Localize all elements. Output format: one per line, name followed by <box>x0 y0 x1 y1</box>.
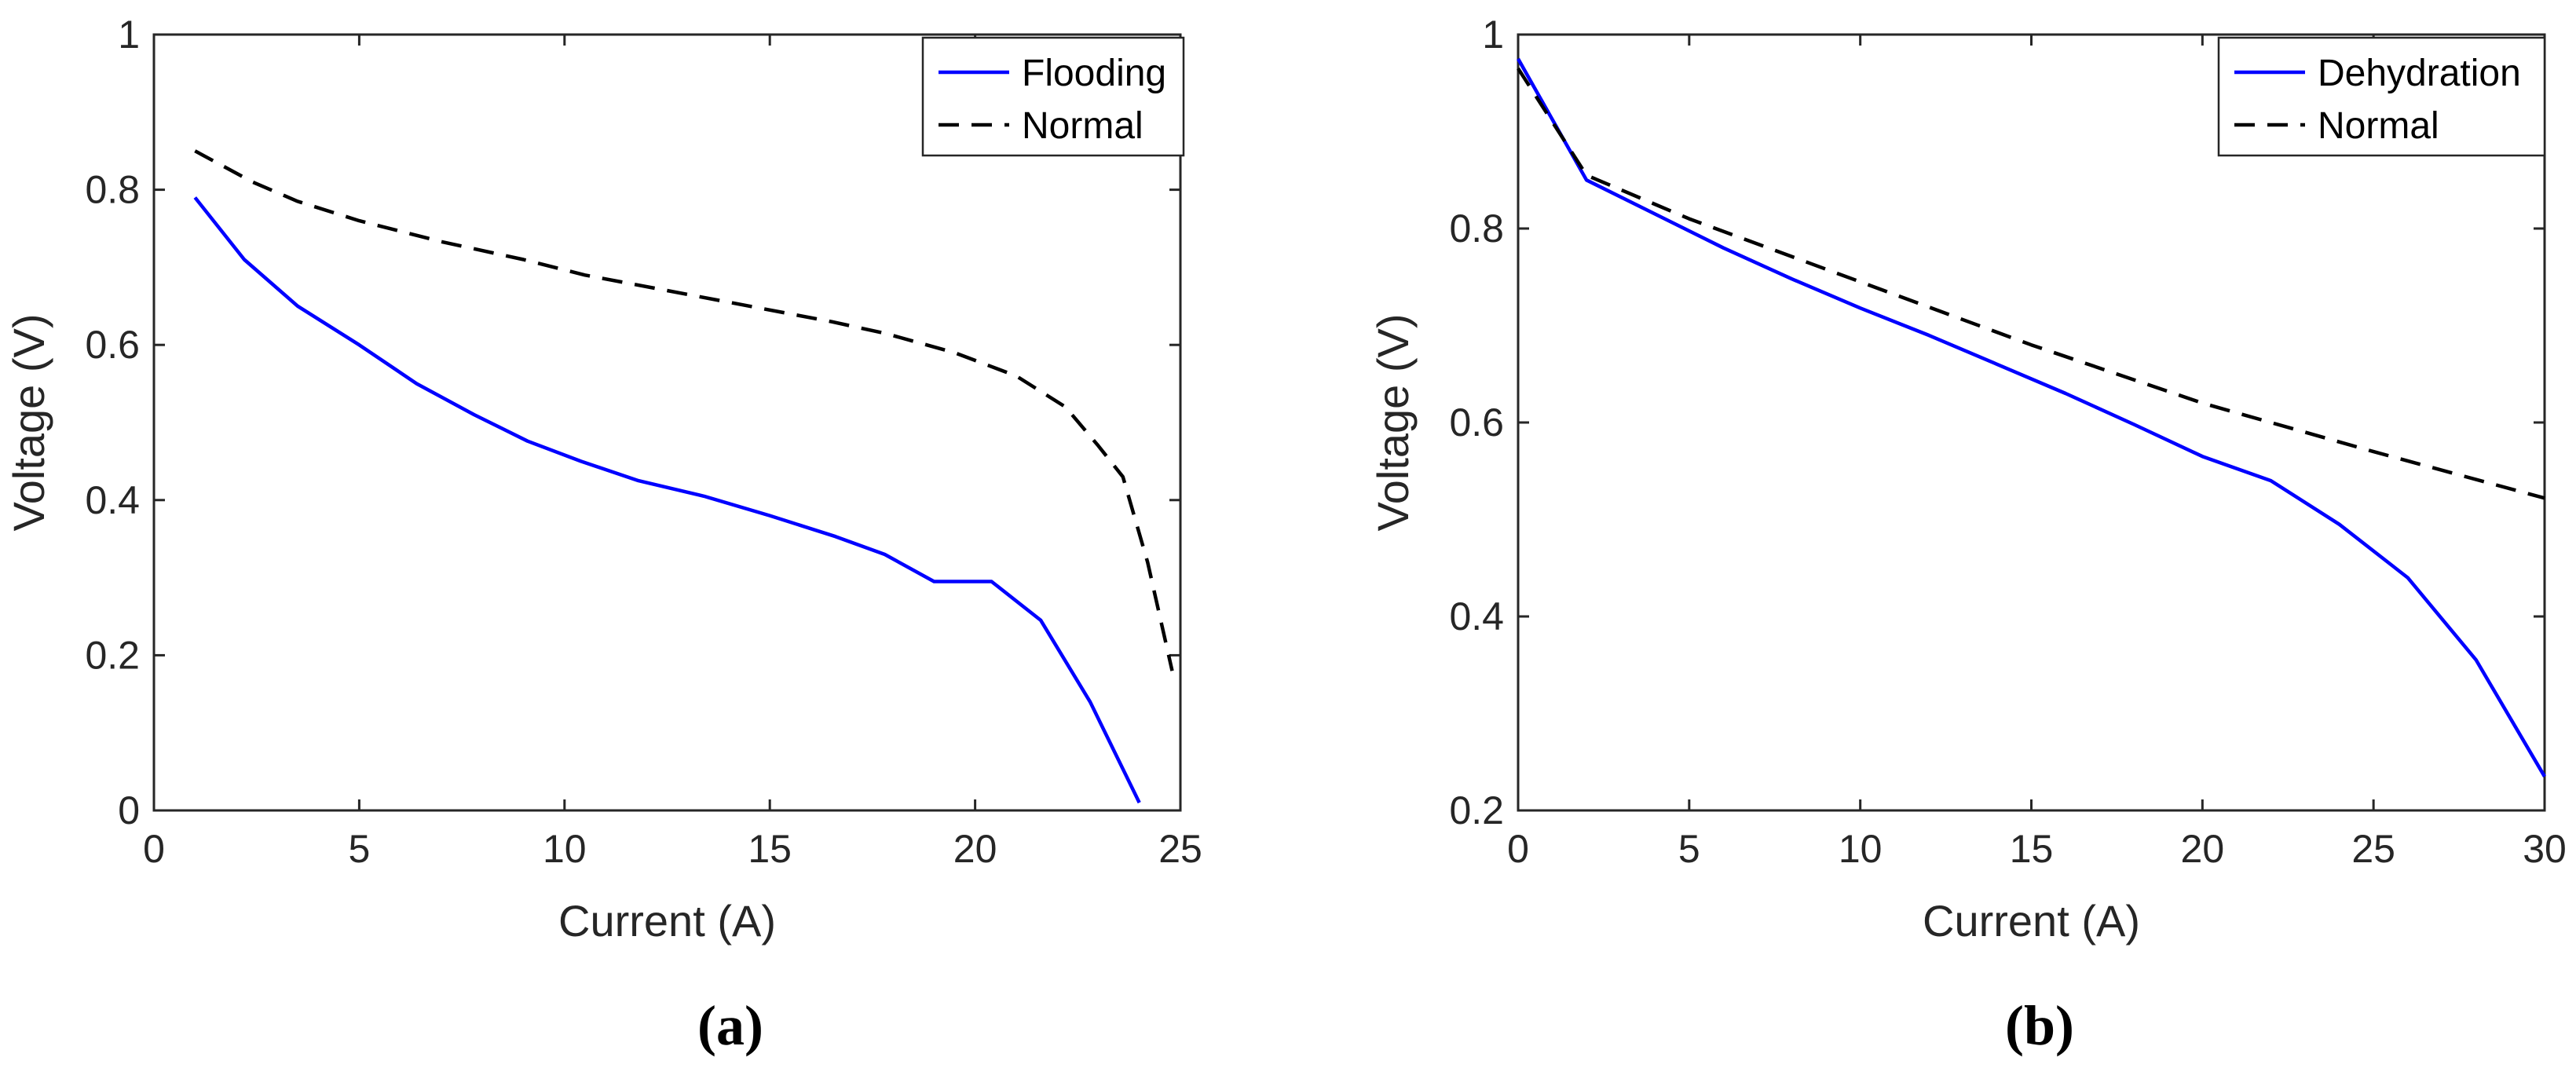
panel-label: (a) <box>697 994 763 1057</box>
y-tick-label: 0.4 <box>1449 594 1504 638</box>
x-tick-label: 20 <box>953 827 997 871</box>
panel-label: (b) <box>2005 994 2074 1057</box>
x-tick-label: 10 <box>1839 827 1883 871</box>
x-axis-title: Current (A) <box>558 896 776 945</box>
y-tick-label: 1 <box>1482 13 1504 57</box>
plot-area <box>1517 33 2546 812</box>
legend-label-dehydration: Dehydration <box>2318 53 2521 94</box>
y-tick-label: 0.6 <box>85 323 140 367</box>
y-tick-label: 0.2 <box>1449 788 1504 832</box>
x-tick-label: 0 <box>1507 827 1529 871</box>
series-line-normal <box>1517 67 2545 500</box>
plot-area <box>152 33 1182 812</box>
y-tick-label: 0 <box>118 788 140 832</box>
legend-label-normal: Normal <box>1022 105 1143 147</box>
x-axis-title: Current (A) <box>1923 896 2140 945</box>
legend-label-flooding: Flooding <box>1022 53 1166 94</box>
y-axis-title: Voltage (V) <box>4 313 53 531</box>
series-line-flooding <box>193 196 1141 804</box>
x-tick-label: 30 <box>2523 827 2567 871</box>
x-tick-label: 0 <box>143 827 165 871</box>
y-tick-label: 0.6 <box>1449 401 1504 444</box>
x-tick-label: 25 <box>2351 827 2395 871</box>
x-tick-label: 15 <box>2010 827 2054 871</box>
x-tick-label: 20 <box>2181 827 2225 871</box>
y-axis-title: Voltage (V) <box>1368 313 1418 531</box>
y-tick-label: 0.8 <box>85 168 140 212</box>
legend-box <box>2217 36 2546 157</box>
series-line-dehydration <box>1517 57 2546 777</box>
y-tick-label: 0.2 <box>85 633 140 677</box>
y-tick-label: 0.4 <box>85 478 140 522</box>
series-line-normal <box>194 149 1174 671</box>
chart-panel-a: 0 5 10 15 20 25 0 0.2 0.4 0.6 0.8 1 Current (A) Volta… <box>4 13 1202 1057</box>
legend-label-normal: Normal <box>2318 105 2439 147</box>
x-tick-label: 5 <box>1678 827 1700 871</box>
y-tick-label: 1 <box>118 13 140 57</box>
y-tick-label: 0.8 <box>1449 207 1504 251</box>
x-tick-label: 5 <box>348 827 370 871</box>
x-tick-label: 15 <box>748 827 792 871</box>
legend-box <box>921 36 1185 157</box>
chart-panel-b: 0 5 10 15 20 25 30 0.2 0.4 0.6 0.8 1 Current (A) Volt… <box>1368 13 2567 1057</box>
x-tick-label: 10 <box>543 827 587 871</box>
x-tick-label: 25 <box>1158 827 1202 871</box>
